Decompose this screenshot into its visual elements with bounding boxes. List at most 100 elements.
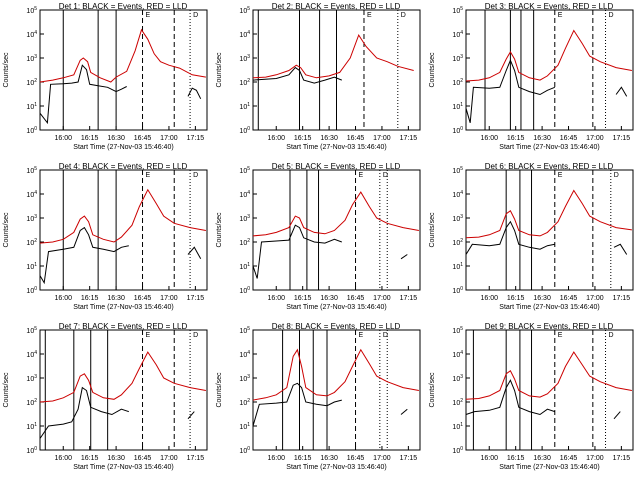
events-series-line-segment [187,87,202,100]
region-mark: D [193,332,198,339]
region-mark: D [383,172,388,179]
plot-frame [39,169,208,291]
y-tick-label: 105 [239,6,250,15]
y-tick-label: 105 [26,326,37,335]
y-tick-label: 104 [26,190,37,199]
region-mark: E [558,172,563,179]
x-tick-label: 16:15 [81,135,99,142]
x-axis-label: Start Time (27-Nov-03 15:46:40) [499,464,599,471]
lld-series-line [39,28,206,83]
x-tick-label: 16:30 [320,135,338,142]
chart-panel-5: Det 5: BLACK = Events, RED = LLD 100 101 10… [216,162,421,311]
y-tick-label: 100 [26,286,37,295]
x-tick-label: 16:45 [134,295,152,302]
region-mark: D [614,172,619,179]
x-tick-label: 16:00 [54,295,72,302]
y-tick-label: 105 [26,6,37,15]
y-tick-label: 101 [239,422,250,431]
y-tick-label: 103 [239,214,250,223]
y-axis-label: Counts/sec [429,52,436,88]
region-mark: E [367,12,372,19]
x-tick-label: 17:15 [613,295,631,302]
x-axis-label: Start Time (27-Nov-03 15:46:40) [286,144,386,151]
chart-panel-4: Det 4: BLACK = Events, RED = LLD 100 101 10… [3,162,208,311]
x-tick-label: 16:30 [533,135,551,142]
y-tick-label: 101 [452,102,463,111]
events-series-line [39,64,127,125]
x-tick-label: 17:00 [160,455,178,462]
x-tick-label: 16:30 [320,455,338,462]
y-tick-label: 102 [26,238,37,247]
plot-frame [252,169,421,291]
y-tick-label: 100 [239,126,250,135]
x-tick-label: 16:15 [81,295,99,302]
y-tick-label: 104 [26,30,37,39]
events-series-line-segment [615,86,628,97]
x-tick-label: 17:00 [373,455,391,462]
chart-title: Det 9: BLACK = Events, RED = LLD [485,322,614,331]
region-mark: D [609,332,614,339]
y-axis-label: Counts/sec [216,212,223,248]
x-tick-label: 16:45 [347,455,365,462]
x-tick-label: 16:15 [507,135,525,142]
chart-title: Det 3: BLACK = Events, RED = LLD [485,2,614,11]
chart-title: Det 6: BLACK = Events, RED = LLD [485,162,614,171]
x-tick-label: 17:15 [400,295,418,302]
x-axis-label: Start Time (27-Nov-03 15:46:40) [499,304,599,311]
events-series-line-segment [613,411,621,420]
chart-title: Det 8: BLACK = Events, RED = LLD [272,322,401,331]
y-tick-label: 104 [239,30,250,39]
y-tick-label: 104 [452,30,463,39]
plot-frame [465,329,634,451]
y-tick-label: 103 [239,54,250,63]
x-tick-label: 17:00 [373,135,391,142]
region-mark: D [193,172,198,179]
x-tick-label: 16:15 [507,455,525,462]
x-tick-label: 16:00 [267,295,285,302]
lld-series-line [465,29,632,82]
y-tick-label: 100 [239,286,250,295]
events-series-line [252,382,342,427]
lld-series-line [252,33,414,79]
y-tick-label: 105 [239,326,250,335]
chart-panel-3: Det 3: BLACK = Events, RED = LLD 100 101 10… [429,2,634,151]
y-tick-label: 100 [452,126,463,135]
y-axis-label: Counts/sec [429,212,436,248]
events-series-line [39,386,129,439]
x-tick-label: 16:30 [320,295,338,302]
x-tick-label: 17:15 [187,135,205,142]
lld-series-line [252,348,419,401]
y-tick-label: 105 [26,166,37,175]
events-series-line-segment [400,254,408,260]
region-mark: D [383,332,388,339]
x-tick-label: 16:00 [54,135,72,142]
y-tick-label: 105 [452,6,463,15]
x-tick-label: 16:45 [347,135,365,142]
x-tick-label: 16:45 [560,295,578,302]
chart-panel-9: Det 9: BLACK = Events, RED = LLD 100 101 10… [429,322,634,471]
x-tick-label: 16:00 [267,135,285,142]
x-tick-label: 17:00 [160,295,178,302]
chart-panel-8: Det 8: BLACK = Events, RED = LLD 100 101 10… [216,322,421,471]
x-tick-label: 17:15 [187,295,205,302]
chart-panel-1: Det 1: BLACK = Events, RED = LLD 100 101 10… [3,2,208,151]
x-tick-label: 16:00 [54,455,72,462]
y-tick-label: 101 [452,262,463,271]
y-tick-label: 103 [239,374,250,383]
x-tick-label: 16:00 [267,455,285,462]
y-tick-label: 104 [239,350,250,359]
chart-title: Det 2: BLACK = Events, RED = LLD [272,2,401,11]
events-series-line-segment [613,243,628,255]
x-tick-label: 17:00 [586,135,604,142]
region-mark: E [146,172,151,179]
x-tick-label: 17:00 [586,295,604,302]
y-tick-label: 103 [452,374,463,383]
x-tick-label: 16:15 [294,295,312,302]
y-tick-label: 101 [239,102,250,111]
x-tick-label: 16:30 [533,295,551,302]
x-tick-label: 16:00 [480,455,498,462]
x-tick-label: 17:15 [187,455,205,462]
y-tick-label: 102 [452,78,463,87]
events-series-line-segment [187,411,195,420]
